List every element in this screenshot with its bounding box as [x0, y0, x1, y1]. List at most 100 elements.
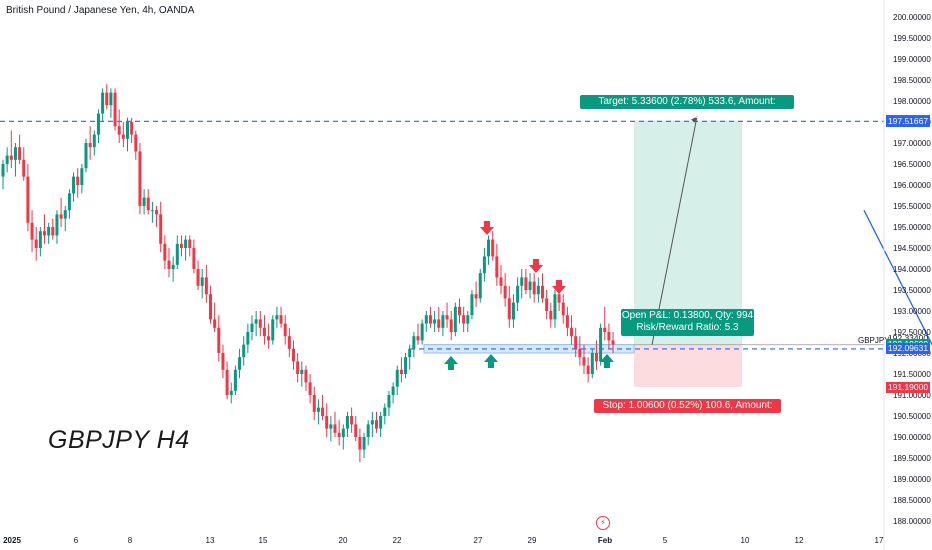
candle-body — [242, 344, 246, 358]
candle-body — [55, 214, 59, 236]
candle-body — [574, 336, 578, 349]
y-tick-label: 195.50000 — [893, 202, 931, 211]
candle-body — [72, 176, 76, 194]
candle-body — [503, 285, 507, 299]
candle-body — [275, 315, 279, 320]
candle-body — [416, 336, 420, 341]
candle-body — [159, 214, 163, 244]
candle-body — [458, 306, 461, 316]
candle-body — [138, 151, 142, 206]
x-tick-label: 13 — [206, 536, 215, 545]
candle-body — [366, 424, 370, 437]
y-tick-label: 199.00000 — [893, 55, 931, 64]
candle-body — [362, 437, 366, 450]
candle-body — [487, 239, 491, 257]
candle-body — [63, 210, 67, 219]
y-tick-label: 192.50000 — [893, 328, 931, 337]
candle-body — [594, 353, 598, 362]
candle-body — [217, 327, 221, 353]
candle-body — [76, 176, 80, 185]
price-tag: 191.19000 — [886, 381, 930, 393]
candle-body — [13, 147, 17, 160]
candle-body — [524, 277, 528, 290]
price-tag: 197.51667 — [886, 115, 930, 127]
candle-body — [499, 277, 503, 286]
x-tick-label: Feb — [598, 536, 612, 545]
candle-body — [478, 273, 482, 299]
chart-title: British Pound / Japanese Yen, 4h, OANDA — [6, 5, 195, 16]
candle-body — [345, 416, 349, 429]
candle-body — [308, 382, 312, 395]
arrow-down-icon — [552, 280, 566, 294]
candle-body — [188, 239, 192, 248]
candle-body — [109, 92, 113, 106]
candle-body — [520, 277, 524, 286]
projection-arrowhead — [691, 116, 697, 123]
candle-body — [254, 319, 258, 324]
candle-body — [279, 315, 283, 324]
candle-body — [557, 294, 561, 303]
candle-body — [453, 306, 457, 332]
candle-body — [155, 210, 159, 215]
x-tick-label: 20 — [339, 536, 348, 545]
y-tick-label: 197.00000 — [893, 139, 931, 148]
y-tick-label: 188.50000 — [893, 496, 931, 505]
candle-body — [26, 176, 30, 223]
candle-body — [428, 315, 432, 324]
candle-body — [445, 315, 449, 320]
candle-body — [433, 319, 437, 324]
candle-body — [5, 155, 9, 164]
candle-body — [337, 432, 341, 437]
open-pl-label: Open P&L: 0.13800, Qty: 994 Risk/Reward … — [621, 309, 754, 336]
candle-body — [9, 155, 13, 160]
x-tick-label: 12 — [795, 536, 804, 545]
candle-body — [424, 315, 428, 324]
candle-body — [607, 332, 611, 341]
candle-body — [408, 348, 412, 358]
candle-body — [333, 424, 337, 433]
open-pl-text: Open P&L: 0.13800, Qty: 994 — [621, 310, 754, 321]
candle-body — [599, 327, 603, 362]
y-tick-label: 199.50000 — [893, 34, 931, 43]
x-tick-label: 6 — [74, 536, 79, 545]
candle-body — [47, 227, 51, 236]
candle-body — [399, 369, 403, 374]
candle-body — [379, 416, 383, 429]
candle-body — [92, 134, 96, 148]
candle-body — [462, 315, 466, 324]
candle-body — [250, 323, 254, 332]
candle-body — [96, 113, 100, 135]
candle-body — [528, 281, 532, 290]
y-tick-label: 194.00000 — [893, 265, 931, 274]
x-tick-label: 10 — [741, 536, 750, 545]
x-tick-label: 15 — [259, 536, 268, 545]
candle-body — [184, 239, 188, 248]
price-tag: 192.09631 — [886, 343, 930, 355]
candle-body — [59, 214, 63, 219]
candle-body — [441, 315, 445, 328]
candle-body — [80, 168, 84, 185]
candle-body — [146, 197, 150, 211]
candle-body — [375, 420, 378, 429]
candle-body — [167, 260, 171, 269]
candle-body — [541, 285, 544, 299]
candle-body — [329, 424, 333, 429]
candle-body — [134, 134, 138, 152]
candle-body — [590, 353, 594, 374]
candle-body — [321, 407, 325, 416]
candle-body — [350, 416, 354, 425]
candle-body — [391, 386, 395, 395]
x-tick-label: 27 — [474, 536, 483, 545]
candle-body — [553, 294, 557, 320]
candle-body — [449, 319, 453, 332]
arrow-down-icon — [529, 259, 543, 273]
candle-body — [358, 437, 362, 450]
candle-body — [163, 243, 167, 261]
candle-body — [67, 193, 71, 211]
trendline — [863, 209, 932, 346]
candle-body — [225, 369, 229, 395]
x-tick-label: 17 — [875, 536, 884, 545]
y-tick-label: 198.50000 — [893, 76, 931, 85]
flash-icon[interactable]: ⚡ — [596, 516, 610, 530]
